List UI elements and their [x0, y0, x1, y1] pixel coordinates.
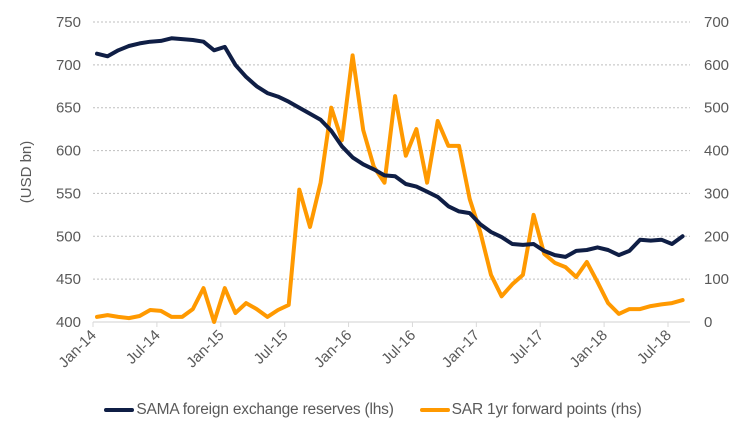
series-reserves — [95, 36, 685, 259]
series-line — [95, 53, 685, 324]
y-tick-label-right: 700 — [704, 14, 729, 31]
x-tick-label: Jan-14 — [55, 327, 99, 371]
legend-item-reserves: SAMA foreign exchange reserves (lhs) — [104, 401, 394, 419]
x-tick-label: Jan-18 — [566, 327, 610, 371]
y-tick-label-right: 600 — [704, 57, 729, 74]
y-axis-left-title: (USD bn) — [18, 141, 35, 204]
y-tick-label-left: 700 — [56, 57, 81, 74]
series-lines — [95, 36, 685, 324]
y-tick-label-left: 600 — [56, 143, 81, 160]
y-tick-label-right: 200 — [704, 228, 729, 245]
x-tick-label: Jan-17 — [439, 327, 483, 371]
x-tick-label: Jul-16 — [378, 327, 419, 368]
legend-swatch-forward-points — [419, 408, 450, 412]
y-tick-label-right: 300 — [704, 185, 729, 202]
legend-label-reserves: SAMA foreign exchange reserves (lhs) — [136, 401, 394, 418]
x-axis-ticks: Jan-14 Jul-14 Jan-15 Jul-15 Jan-16 Jul-16 Jan-… — [55, 322, 675, 371]
y-tick-label-left: 750 — [56, 14, 81, 31]
x-tick-label: Jul-14 — [123, 327, 164, 368]
y-axis-right-ticks: 0 100 200 300 400 500 600 700 — [704, 14, 729, 331]
legend: SAMA foreign exchange reserves (lhs) SAR… — [0, 395, 746, 425]
gridlines — [93, 21, 690, 280]
chart: 400 450 500 550 600 650 700 750 0 100 200 300 400 50… — [18, 14, 729, 371]
series-forward-points — [95, 53, 685, 324]
x-tick-label: Jan-16 — [311, 327, 355, 371]
y-tick-label-right: 500 — [704, 100, 729, 117]
x-tick-label: Jan-15 — [183, 327, 227, 371]
y-tick-label-left: 400 — [56, 314, 81, 331]
y-tick-label-right: 0 — [704, 314, 712, 331]
x-tick-label: Jul-17 — [506, 327, 547, 368]
legend-label-forward-points: SAR 1yr forward points (rhs) — [451, 401, 642, 418]
y-tick-label-left: 650 — [56, 100, 81, 117]
x-tick-label: Jul-18 — [634, 327, 675, 368]
y-tick-label-left: 500 — [56, 228, 81, 245]
y-tick-label-left: 550 — [56, 185, 81, 202]
x-tick-label: Jul-15 — [251, 327, 292, 368]
y-tick-label-left: 450 — [56, 271, 81, 288]
y-axis-left-ticks: 400 450 500 550 600 650 700 750 — [56, 14, 81, 331]
y-tick-label-right: 100 — [704, 271, 729, 288]
series-line — [95, 36, 685, 259]
legend-swatch-reserves — [104, 408, 135, 412]
y-tick-label-right: 400 — [704, 143, 729, 160]
legend-item-forward-points: SAR 1yr forward points (rhs) — [419, 401, 642, 419]
